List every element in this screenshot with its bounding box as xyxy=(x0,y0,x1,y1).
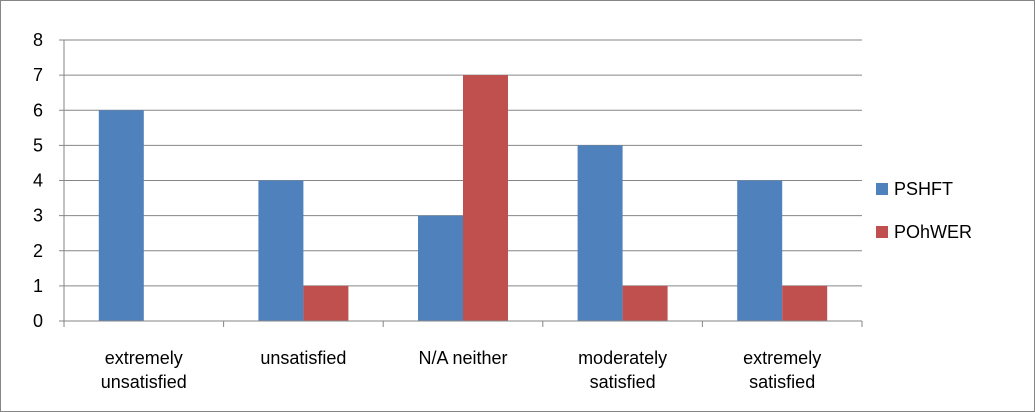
bar-pshft-0 xyxy=(99,110,144,321)
y-tick-label: 7 xyxy=(33,65,43,85)
x-category-label: unsatisfied xyxy=(260,348,346,368)
x-category-label: N/A neither xyxy=(418,348,507,368)
legend: PSHFT POhWER xyxy=(876,179,972,242)
y-tick-label: 0 xyxy=(33,311,43,331)
x-category-label: satisfied xyxy=(749,372,815,392)
bars xyxy=(99,75,827,321)
y-tick-label: 5 xyxy=(33,135,43,155)
x-category-label: satisfied xyxy=(590,372,656,392)
bar-pshft-2 xyxy=(418,216,463,321)
legend-label-pshft: PSHFT xyxy=(894,179,953,199)
bar-pohwer-4 xyxy=(782,286,827,321)
y-tick-label: 3 xyxy=(33,206,43,226)
y-tick-label: 4 xyxy=(33,171,43,191)
bar-pshft-1 xyxy=(258,181,303,322)
y-tick-label: 1 xyxy=(33,276,43,296)
x-category-label: extremely xyxy=(743,348,821,368)
bar-pohwer-2 xyxy=(463,75,508,321)
y-tick-label: 6 xyxy=(33,100,43,120)
bar-pshft-3 xyxy=(578,145,623,321)
x-category-label: extremely xyxy=(105,348,183,368)
bar-pohwer-1 xyxy=(303,286,348,321)
legend-swatch-pshft xyxy=(876,183,888,195)
bar-pohwer-3 xyxy=(623,286,668,321)
y-tick-labels: 0 1 2 3 4 5 6 7 8 xyxy=(33,30,43,331)
legend-swatch-pohwer xyxy=(876,226,888,238)
x-category-labels: extremely unsatisfied unsatisfied N/A neith… xyxy=(101,348,821,392)
y-tick-label: 2 xyxy=(33,241,43,261)
legend-label-pohwer: POhWER xyxy=(894,222,972,242)
bar-pshft-4 xyxy=(737,181,782,322)
x-category-label: moderately xyxy=(578,348,667,368)
y-tick-label: 8 xyxy=(33,30,43,50)
x-category-label: unsatisfied xyxy=(101,372,187,392)
